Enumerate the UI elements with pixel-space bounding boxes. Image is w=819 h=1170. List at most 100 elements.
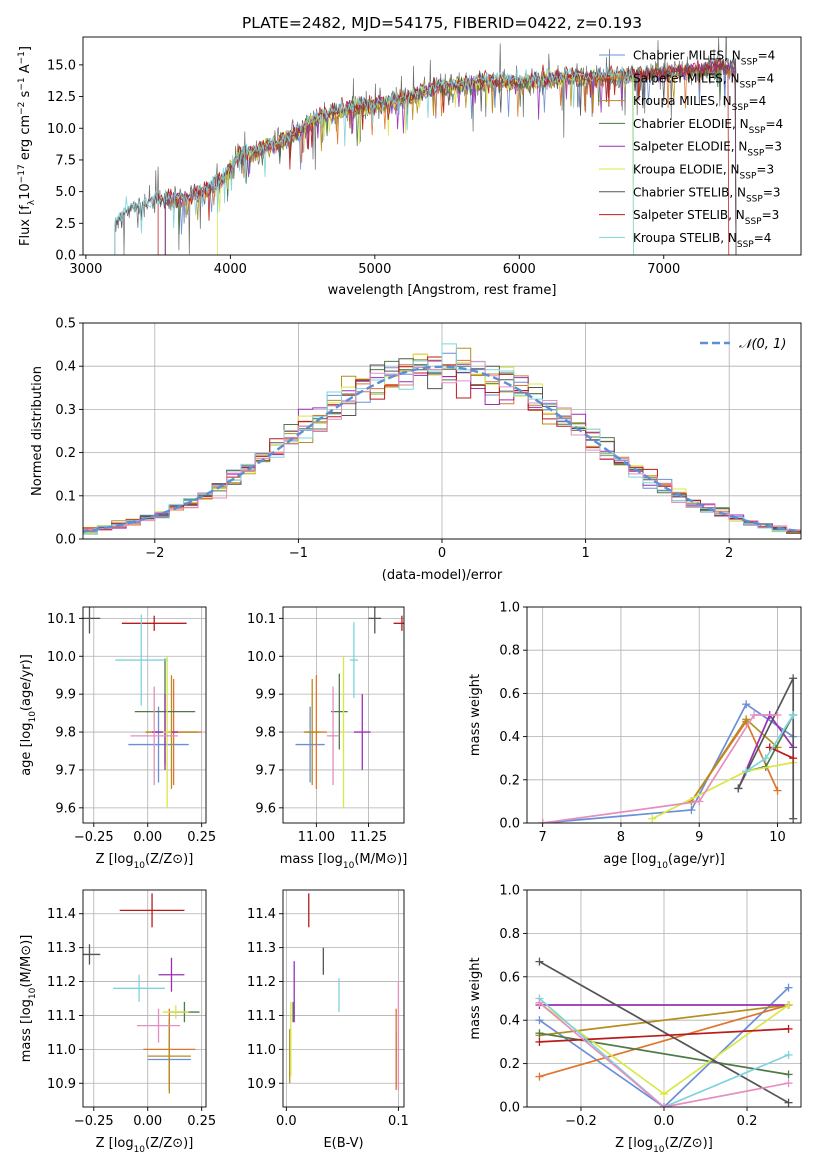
x-tick-label: 0.00 xyxy=(133,1114,162,1129)
label-part: =3 xyxy=(764,140,782,154)
x-tick-label: −1 xyxy=(289,546,308,561)
model-spectrum-KS xyxy=(114,65,634,255)
series-line-CE xyxy=(746,714,794,773)
label-part: (Z/Z⊙)] xyxy=(145,852,193,867)
label-part: Flux [f xyxy=(18,205,33,246)
label-part: Normed distribution xyxy=(30,366,45,496)
y-axis-label: Normed distribution xyxy=(30,366,45,496)
y-tick-label: 11.3 xyxy=(47,941,76,956)
y-tick-label: 9.7 xyxy=(55,763,76,778)
y-tick-label: 9.9 xyxy=(255,688,276,703)
y-tick-label: 0.0 xyxy=(55,249,76,264)
label-part: Z [log xyxy=(615,1136,653,1151)
label-part: SSP xyxy=(737,240,754,250)
series-line-KS xyxy=(538,997,789,1107)
x-tick-label: 5000 xyxy=(358,262,391,277)
label-part: mass [log xyxy=(19,999,34,1062)
y-tick-label: 9.9 xyxy=(55,688,76,703)
y-tick-label: 0.2 xyxy=(499,1057,520,1072)
y-tick-label: 11.4 xyxy=(247,907,276,922)
y-tick-label: 9.8 xyxy=(55,726,76,741)
x-tick-label: 1 xyxy=(581,546,589,561)
legend-entry: Chabrier MILES, NSSP=4 xyxy=(633,49,775,68)
label-part: −2 xyxy=(17,102,27,115)
label-part: Salpeter ELODIE, N xyxy=(633,140,747,154)
label-part: =4 xyxy=(754,231,772,245)
y-tick-label: 11.0 xyxy=(247,1043,276,1058)
y-tick-label: 0.4 xyxy=(499,730,520,745)
legend-entry: Chabrier ELODIE, NSSP=4 xyxy=(633,117,783,136)
series-line-KE xyxy=(651,761,794,820)
axes-frame xyxy=(82,606,207,824)
label-part: E(B-V) xyxy=(323,1136,363,1151)
y-tick-label: 0.6 xyxy=(499,687,520,702)
x-tick-label: 0.0 xyxy=(276,1114,297,1129)
y-tick-label: 7.5 xyxy=(55,153,76,168)
y-tick-label: 0.8 xyxy=(499,644,520,659)
x-tick-label: 0.1 xyxy=(388,1114,409,1129)
y-tick-label: 11.3 xyxy=(247,941,276,956)
series-line-CS xyxy=(737,677,795,819)
y-tick-label: 15.0 xyxy=(47,58,76,73)
label-part: SSP xyxy=(749,126,766,136)
y-tick-label: 0.1 xyxy=(55,489,76,504)
label-part: (age/yr)] xyxy=(19,654,34,711)
y-tick-label: 5.0 xyxy=(55,185,76,200)
spectrum-plot-area xyxy=(114,37,737,255)
y-axis-label: age [log10(age/yr)] xyxy=(19,654,38,776)
y-tick-label: 0.8 xyxy=(499,927,520,942)
x-axis-label: (data-model)/error xyxy=(382,568,503,583)
x-tick-label: 11.25 xyxy=(350,830,387,845)
series-line-CM xyxy=(542,702,794,823)
y-tick-label: 11.2 xyxy=(47,975,76,990)
age-vs-Z-panel: −0.25 0.00 0.259.69.79.89.910.010.1Z [log1… xyxy=(19,606,216,871)
x-tick-label: 3000 xyxy=(69,262,102,277)
label-part: A xyxy=(18,64,33,77)
x-tick-label: 4000 xyxy=(214,262,247,277)
label-part: (M/M⊙)] xyxy=(354,852,407,867)
label-part: SSP xyxy=(745,217,762,227)
plot-area xyxy=(538,674,798,823)
label-part: Salpeter MILES, N xyxy=(633,71,740,85)
label-part: Kroupa ELODIE, N xyxy=(633,163,740,177)
label-part: 10 xyxy=(28,987,38,999)
label-part: 10 xyxy=(28,711,38,723)
label-part: −1 xyxy=(17,51,27,64)
y-tick-label: 0.6 xyxy=(499,970,520,985)
legend-entry: Chabrier STELIB, NSSP=3 xyxy=(633,185,781,204)
series-line-pink xyxy=(538,1002,789,1107)
spectrum-title: PLATE=2482, MJD=54175, FIBERID=0422, z=0… xyxy=(242,14,642,32)
legend-entry: Kroupa STELIB, NSSP=4 xyxy=(633,231,771,250)
y-tick-label: 1.0 xyxy=(499,601,520,616)
histogram-KS xyxy=(83,343,801,535)
x-axis-label: Z [log10(Z/Z⊙)] xyxy=(96,852,194,871)
y-tick-label: 0.0 xyxy=(499,1101,520,1116)
y-tick-label: 9.6 xyxy=(55,801,76,816)
x-tick-label: 0.25 xyxy=(187,1114,216,1129)
histogram-pink xyxy=(83,360,801,532)
y-tick-label: 0.2 xyxy=(499,773,520,788)
model-spectrum-KE xyxy=(217,68,634,255)
label-part: Chabrier STELIB, N xyxy=(633,185,746,199)
x-tick-label: 7000 xyxy=(647,262,680,277)
y-tick-label: 10.1 xyxy=(247,612,276,627)
x-tick-label: 0.0 xyxy=(654,1114,675,1129)
x-tick-label: 6000 xyxy=(503,262,536,277)
x-tick-label: 9 xyxy=(695,830,703,845)
legend-entry: Kroupa ELODIE, NSSP=3 xyxy=(633,163,774,182)
y-tick-label: 9.6 xyxy=(255,801,276,816)
label-part: Z [log xyxy=(96,1136,134,1151)
plot-area xyxy=(289,893,400,1091)
age-vs-mass-panel: 11.00 11.25 9.6 9.7 9.8 9.9 10.0 10.1 mass [log1… xyxy=(247,606,407,871)
plot-area xyxy=(535,957,793,1107)
x-tick-label: 7 xyxy=(539,830,547,845)
series-line-CM xyxy=(539,986,790,1107)
y-tick-label: 10.0 xyxy=(47,650,76,665)
x-tick-label: 0.2 xyxy=(737,1114,758,1129)
label-part: 10 xyxy=(18,183,33,200)
series-line-SM xyxy=(539,1004,789,1078)
y-tick-label: 0.0 xyxy=(499,817,520,832)
y-tick-label: 11.4 xyxy=(47,907,76,922)
legend-entry: Salpeter STELIB, NSSP=3 xyxy=(633,208,779,227)
label-part: Chabrier MILES, N xyxy=(633,49,741,63)
